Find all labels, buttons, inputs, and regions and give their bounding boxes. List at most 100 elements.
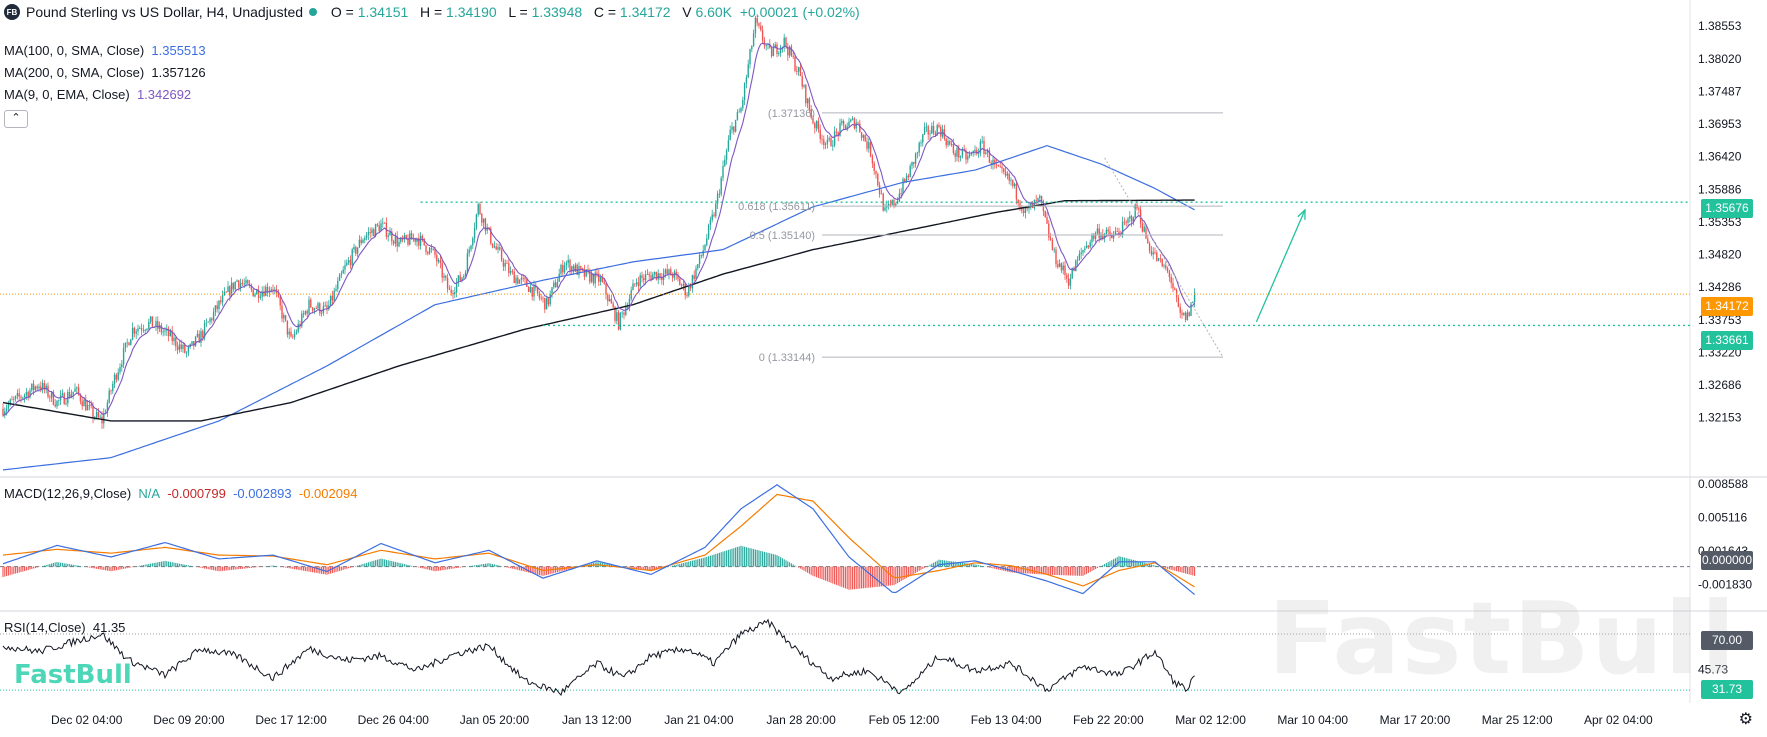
legend-macd[interactable]: MACD(12,26,9,Close) N/A -0.000799 -0.002… bbox=[4, 486, 358, 501]
candle-body bbox=[1057, 264, 1059, 267]
candle-body bbox=[745, 77, 748, 84]
candle-body bbox=[904, 178, 906, 182]
candle-body bbox=[310, 299, 312, 308]
legend-ma100[interactable]: MA(100, 0, SMA, Close) 1.355513 bbox=[4, 43, 206, 58]
candle-body bbox=[392, 241, 395, 244]
candle-body bbox=[1093, 234, 1095, 239]
candle-body bbox=[785, 37, 787, 47]
macd-line bbox=[2, 483, 1195, 596]
candle-body bbox=[508, 263, 510, 274]
candle-body bbox=[169, 330, 172, 337]
candle-body bbox=[859, 123, 861, 133]
candle-body bbox=[999, 166, 1001, 168]
candle-body bbox=[509, 270, 512, 274]
candle-body bbox=[13, 398, 15, 400]
candle-body bbox=[810, 109, 812, 118]
candle-body bbox=[513, 271, 515, 284]
candle-body bbox=[29, 390, 31, 398]
candle-body bbox=[1046, 217, 1048, 224]
candle-body bbox=[868, 142, 870, 149]
candle-body bbox=[139, 328, 141, 329]
candle-body bbox=[319, 303, 321, 314]
candle-body bbox=[902, 178, 904, 194]
candle-body bbox=[365, 234, 368, 238]
candle-body bbox=[281, 305, 283, 319]
candle-body bbox=[110, 390, 112, 392]
macd-hist-value: N/A bbox=[138, 486, 161, 501]
candle-body bbox=[185, 352, 188, 354]
candle-body bbox=[95, 412, 98, 418]
candle-body bbox=[819, 129, 821, 140]
price-tick-label: 1.38553 bbox=[1698, 19, 1742, 33]
legend-rsi[interactable]: RSI(14,Close) 41.35 bbox=[4, 620, 126, 635]
candle-body bbox=[160, 325, 163, 333]
candle-body bbox=[16, 393, 19, 397]
candle-body bbox=[1021, 208, 1023, 211]
candle-body bbox=[792, 55, 794, 57]
candle-body bbox=[506, 263, 508, 264]
candle-body bbox=[371, 229, 373, 234]
candle-body bbox=[34, 386, 37, 391]
candle-body bbox=[727, 140, 730, 151]
candle-body bbox=[733, 126, 735, 132]
candle-body bbox=[376, 224, 379, 226]
legend-ma200[interactable]: MA(200, 0, SMA, Close) 1.357126 bbox=[4, 65, 206, 80]
candle-body bbox=[1094, 232, 1097, 239]
price-tick-label: 1.35886 bbox=[1698, 182, 1742, 196]
candle-body bbox=[1004, 171, 1007, 176]
candle-body bbox=[1193, 292, 1196, 303]
candle-body bbox=[801, 76, 803, 87]
candle-body bbox=[608, 298, 611, 302]
candle-body bbox=[256, 289, 258, 295]
candle-body bbox=[1103, 233, 1106, 238]
candle-body bbox=[1123, 221, 1126, 223]
candle-body bbox=[74, 388, 76, 392]
candle-body bbox=[418, 238, 420, 246]
legend-ma9[interactable]: MA(9, 0, EMA, Close) 1.342692 bbox=[4, 87, 192, 102]
candle-body bbox=[81, 401, 83, 407]
candle-body bbox=[1147, 238, 1149, 244]
candle-body bbox=[79, 394, 82, 402]
candle-body bbox=[304, 311, 307, 315]
candle-body bbox=[122, 348, 125, 365]
collapse-legend-button[interactable]: ⌃ bbox=[4, 110, 28, 128]
candle-body bbox=[164, 330, 166, 332]
candle-body bbox=[558, 273, 560, 282]
candle-body bbox=[277, 293, 280, 297]
candle-body bbox=[1087, 245, 1090, 248]
gear-icon[interactable]: ⚙ bbox=[1738, 711, 1753, 728]
candle-body bbox=[349, 260, 352, 266]
candle-body bbox=[220, 300, 222, 303]
macd-signal-value: -0.002893 bbox=[233, 486, 292, 501]
candle-body bbox=[864, 135, 866, 142]
candle-body bbox=[126, 342, 128, 344]
candle-body bbox=[378, 225, 380, 232]
candle-body bbox=[119, 366, 121, 373]
candle-body bbox=[40, 386, 42, 390]
candle-body bbox=[929, 133, 931, 135]
level-tag-upper: 1.35676 bbox=[1701, 199, 1753, 218]
candle-body bbox=[533, 285, 535, 297]
candle-body bbox=[1071, 267, 1073, 279]
candle-body bbox=[612, 303, 614, 308]
ma100-value: 1.355513 bbox=[151, 43, 206, 58]
candle-body bbox=[961, 149, 964, 157]
macd-tick-label: 0.008588 bbox=[1698, 477, 1748, 491]
time-tick-label: Mar 17 20:00 bbox=[1380, 713, 1451, 727]
symbol-title[interactable]: Pound Sterling vs US Dollar, H4, Unadjus… bbox=[26, 4, 304, 20]
candle-body bbox=[454, 292, 456, 295]
candle-body bbox=[607, 294, 609, 302]
candle-body bbox=[754, 18, 757, 34]
candle-body bbox=[842, 121, 845, 125]
market-status-icon bbox=[309, 8, 318, 16]
price-tick-label: 1.33753 bbox=[1698, 313, 1742, 327]
candle-body bbox=[844, 124, 847, 130]
candle-body bbox=[207, 321, 209, 323]
candle-body bbox=[959, 156, 962, 158]
candle-body bbox=[479, 204, 481, 214]
candle-body bbox=[1044, 210, 1046, 218]
candle-body bbox=[157, 321, 159, 329]
candle-body bbox=[490, 228, 492, 244]
candle-body bbox=[315, 308, 317, 310]
